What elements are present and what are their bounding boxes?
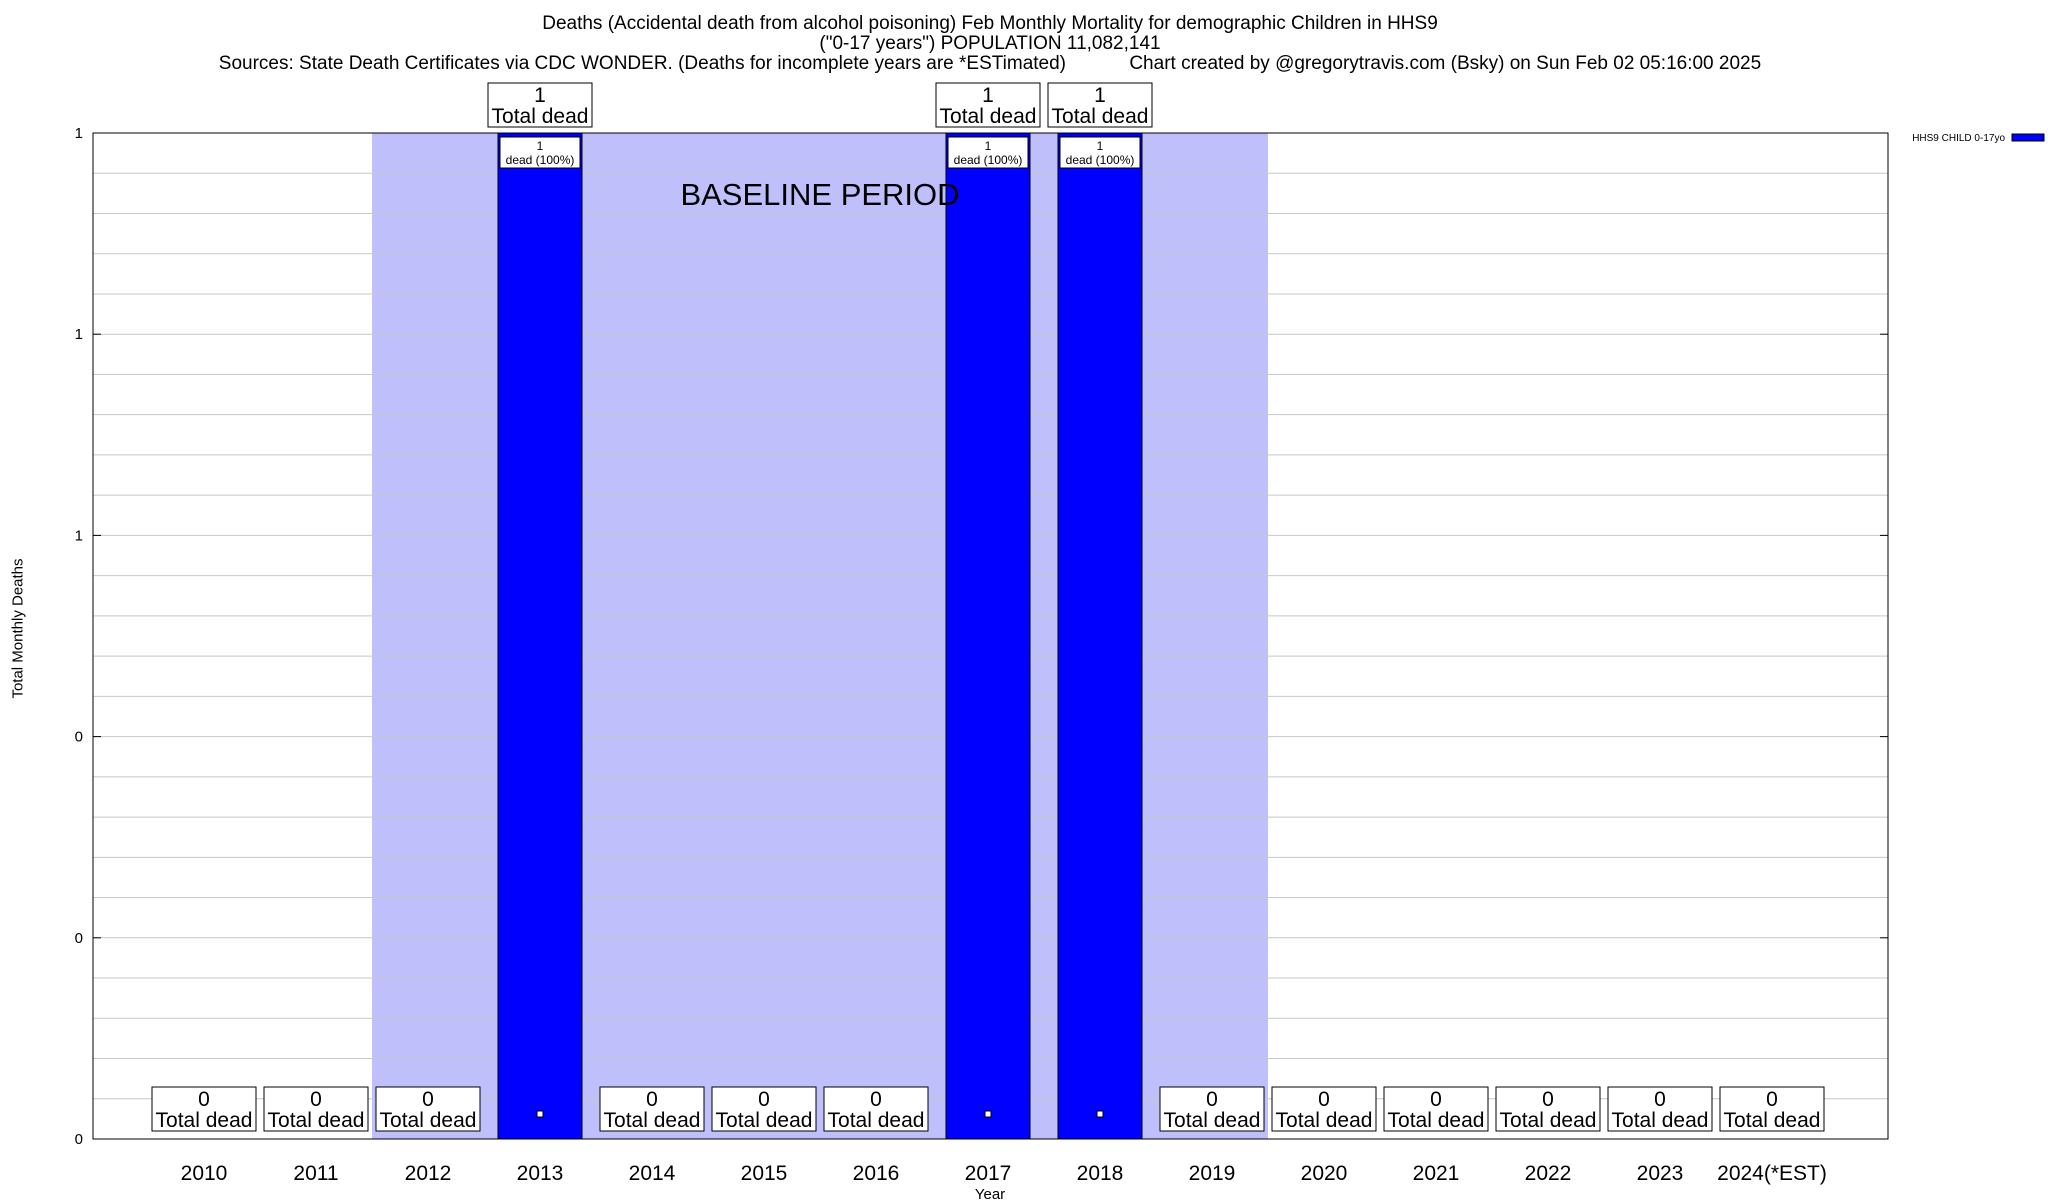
- total-dead-box: [935, 82, 1041, 128]
- bar-value-caption: dead (100%): [506, 153, 575, 167]
- x-tick-label: 2023: [1637, 1162, 1684, 1185]
- total-dead-count: 0: [646, 1088, 658, 1111]
- total-dead-caption: Total dead: [1276, 1109, 1373, 1132]
- total-dead-caption: Total dead: [940, 105, 1037, 128]
- bar: [1057, 132, 1143, 1140]
- y-tick-label: 1: [75, 125, 83, 142]
- x-tick-label: 2012: [405, 1162, 452, 1185]
- total-dead-count: 0: [310, 1088, 322, 1111]
- total-dead-box: [1383, 1086, 1489, 1132]
- total-dead-count: 0: [198, 1088, 210, 1111]
- total-dead-box: [1495, 1086, 1601, 1132]
- total-dead-box: [1271, 1086, 1377, 1132]
- total-dead-caption: Total dead: [604, 1109, 701, 1132]
- x-tick-label: 2017: [965, 1162, 1012, 1185]
- x-tick-label: 2015: [741, 1162, 788, 1185]
- total-dead-caption: Total dead: [492, 105, 589, 128]
- legend-label: HHS9 CHILD 0-17yo: [1912, 133, 2005, 144]
- total-dead-caption: Total dead: [380, 1109, 477, 1132]
- chart-source-line: Sources: State Death Certificates via CD…: [218, 53, 1762, 74]
- bar: [497, 132, 583, 1140]
- x-tick-label: 2022: [1525, 1162, 1572, 1185]
- total-dead-caption: Total dead: [1388, 1109, 1485, 1132]
- total-dead-box: [1607, 1086, 1713, 1132]
- total-dead-caption: Total dead: [828, 1109, 925, 1132]
- bar-value-box: [1059, 136, 1141, 169]
- x-tick-label: 2011: [293, 1162, 338, 1185]
- bar: [945, 132, 1031, 1140]
- total-dead-caption: Total dead: [1164, 1109, 1261, 1132]
- plot-frame: [92, 132, 1889, 1140]
- x-tick-marker: [984, 1110, 992, 1118]
- total-dead-box: [1047, 82, 1153, 128]
- total-dead-count: 0: [758, 1088, 770, 1111]
- total-dead-count: 0: [1542, 1088, 1554, 1111]
- bar-value-count: 1: [537, 139, 544, 153]
- total-dead-count: 0: [1654, 1088, 1666, 1111]
- total-dead-caption: Total dead: [156, 1109, 253, 1132]
- total-dead-count: 1: [1094, 84, 1106, 107]
- total-dead-count: 0: [1766, 1088, 1778, 1111]
- x-tick-label: 2013: [517, 1162, 564, 1185]
- total-dead-box: [487, 82, 593, 128]
- chart-title: Deaths (Accidental death from alcohol po…: [542, 13, 1438, 34]
- bar-value-caption: dead (100%): [954, 153, 1023, 167]
- x-tick-label: 2010: [181, 1162, 228, 1185]
- x-tick-marker: [536, 1110, 544, 1118]
- bar-value-box: [947, 136, 1029, 169]
- y-tick-label: 0: [75, 729, 83, 746]
- y-tick-label: 1: [75, 527, 83, 544]
- total-dead-box: [823, 1086, 929, 1132]
- total-dead-box: [263, 1086, 369, 1132]
- legend-swatch: [2011, 133, 2045, 142]
- total-dead-box: [599, 1086, 705, 1132]
- y-tick-label: 1: [75, 326, 83, 343]
- baseline-period-label: BASELINE PERIOD: [680, 177, 959, 212]
- x-tick-label: 2020: [1301, 1162, 1348, 1185]
- bar-value-count: 1: [1097, 139, 1104, 153]
- total-dead-caption: Total dead: [268, 1109, 365, 1132]
- total-dead-count: 0: [1430, 1088, 1442, 1111]
- x-tick-marker: [1096, 1110, 1104, 1118]
- y-tick-label: 0: [75, 930, 83, 947]
- total-dead-box: [1719, 1086, 1825, 1132]
- bar-value-count: 1: [985, 139, 992, 153]
- chart-subtitle: ("0-17 years") POPULATION 11,082,141: [819, 33, 1161, 54]
- x-tick-label: 2014: [629, 1162, 676, 1185]
- total-dead-caption: Total dead: [1724, 1109, 1821, 1132]
- total-dead-box: [711, 1086, 817, 1132]
- x-tick-label: 2016: [853, 1162, 900, 1185]
- x-axis-label: Year: [975, 1186, 1005, 1200]
- x-tick-label: 2019: [1189, 1162, 1236, 1185]
- total-dead-count: 0: [1206, 1088, 1218, 1111]
- bar-value-box: [499, 136, 581, 169]
- total-dead-caption: Total dead: [1052, 105, 1149, 128]
- total-dead-box: [151, 1086, 257, 1132]
- bar-value-caption: dead (100%): [1066, 153, 1135, 167]
- total-dead-count: 0: [422, 1088, 434, 1111]
- x-tick-label: 2024(*EST): [1717, 1162, 1827, 1185]
- total-dead-box: [375, 1086, 481, 1132]
- total-dead-caption: Total dead: [716, 1109, 813, 1132]
- total-dead-count: 0: [1318, 1088, 1330, 1111]
- total-dead-caption: Total dead: [1500, 1109, 1597, 1132]
- x-tick-label: 2021: [1413, 1162, 1460, 1185]
- y-tick-label: 0: [75, 1131, 83, 1148]
- total-dead-caption: Total dead: [1612, 1109, 1709, 1132]
- x-tick-label: 2018: [1077, 1162, 1124, 1185]
- total-dead-count: 1: [534, 84, 546, 107]
- total-dead-count: 1: [982, 84, 994, 107]
- total-dead-box: [1159, 1086, 1265, 1132]
- total-dead-count: 0: [870, 1088, 882, 1111]
